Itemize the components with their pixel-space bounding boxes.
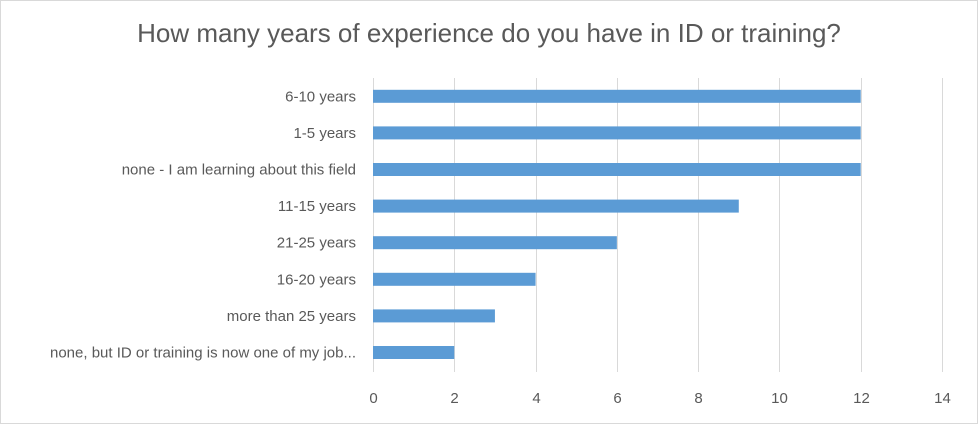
x-tick-label: 8	[694, 390, 702, 407]
x-tick-label: 10	[771, 390, 788, 407]
chart-title: How many years of experience do you have…	[137, 18, 841, 48]
x-tick-label: 12	[853, 390, 870, 407]
x-tick-label: 4	[532, 390, 540, 407]
x-tick-label: 14	[934, 390, 951, 407]
y-category-label: none, but ID or training is now one of m…	[50, 345, 356, 362]
bar	[373, 309, 495, 323]
y-category-label: more than 25 years	[227, 308, 356, 325]
x-tick-label: 6	[613, 390, 621, 407]
bar	[373, 163, 861, 176]
bar	[373, 236, 617, 250]
bar	[373, 272, 536, 286]
y-category-label: 11-15 years	[278, 198, 356, 215]
y-category-label: 21-25 years	[277, 235, 356, 252]
y-category-label: none - I am learning about this field	[122, 162, 356, 179]
y-category-label: 1-5 years	[293, 125, 356, 142]
x-tick-label: 2	[450, 390, 458, 407]
bar	[373, 199, 739, 213]
y-category-label: 6-10 years	[285, 88, 356, 105]
x-tick-label: 0	[369, 390, 377, 407]
bar	[373, 126, 861, 140]
bar	[373, 346, 455, 359]
bar	[373, 89, 861, 103]
y-category-label: 16-20 years	[277, 271, 356, 288]
